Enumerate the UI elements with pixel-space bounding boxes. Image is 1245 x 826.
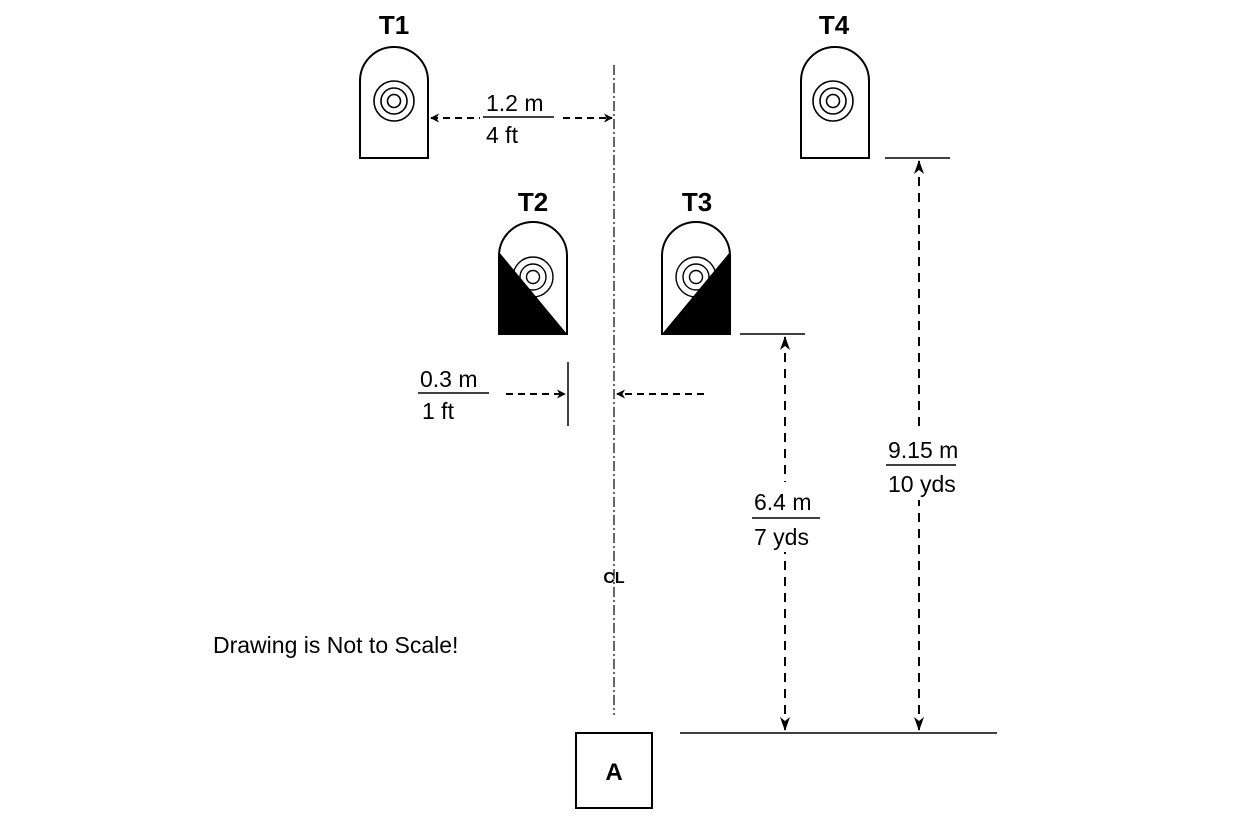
target-t2 [498,221,568,335]
not-to-scale-note: Drawing is Not to Scale! [213,632,458,658]
svg-text:6.4 m: 6.4 m [754,489,812,515]
svg-text:1 ft: 1 ft [422,398,455,424]
target-t1 [359,46,429,159]
near-distance-label: 6.4 m 7 yds [746,482,826,552]
svg-text:10 yds: 10 yds [888,471,956,497]
svg-text:0.3 m: 0.3 m [420,366,478,392]
far-distance-label: 9.15 m 10 yds [880,430,975,500]
target-t1-label: T1 [379,10,409,40]
target-t3 [661,221,731,335]
centerline-label: CL [603,570,625,587]
target-t3-label: T3 [682,187,712,217]
target-t2-label: T2 [518,187,548,217]
svg-text:7 yds: 7 yds [754,524,809,550]
position-a-box [575,732,653,809]
svg-text:4 ft: 4 ft [486,122,519,148]
svg-text:9.15 m: 9.15 m [888,437,958,463]
target-offset-label: 1.2 m 4 ft [480,90,558,148]
position-a-label: A [605,759,622,786]
lateral-offset-label: 0.3 m 1 ft [418,366,489,424]
target-t4 [800,46,870,159]
svg-text:1.2 m: 1.2 m [486,90,544,116]
target-t4-label: T4 [819,10,850,40]
